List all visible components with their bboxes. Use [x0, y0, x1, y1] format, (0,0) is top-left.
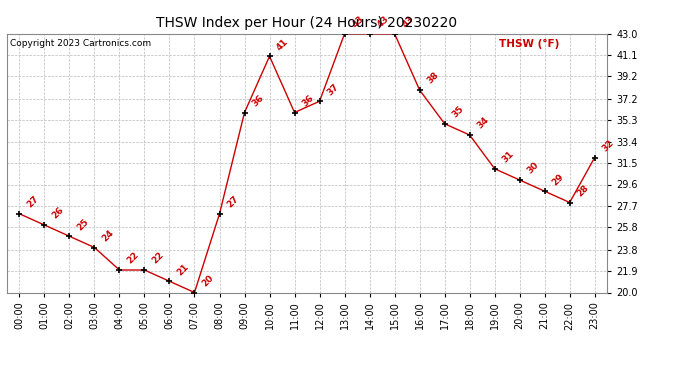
Text: 22: 22 — [125, 251, 140, 266]
Text: 37: 37 — [325, 82, 340, 97]
Text: Copyright 2023 Cartronics.com: Copyright 2023 Cartronics.com — [10, 39, 151, 48]
Text: 41: 41 — [275, 37, 290, 52]
Text: 43: 43 — [400, 14, 415, 30]
Text: 24: 24 — [100, 228, 115, 243]
Text: 43: 43 — [350, 14, 366, 30]
Text: 30: 30 — [525, 161, 540, 176]
Text: 35: 35 — [450, 104, 465, 120]
Text: THSW (°F): THSW (°F) — [499, 39, 560, 49]
Text: 26: 26 — [50, 206, 65, 221]
Text: 21: 21 — [175, 262, 190, 277]
Title: THSW Index per Hour (24 Hours) 20230220: THSW Index per Hour (24 Hours) 20230220 — [157, 16, 457, 30]
Text: 28: 28 — [575, 183, 591, 198]
Text: 32: 32 — [600, 138, 615, 153]
Text: 36: 36 — [250, 93, 265, 108]
Text: 31: 31 — [500, 149, 515, 165]
Text: 29: 29 — [550, 172, 566, 187]
Text: 27: 27 — [225, 194, 240, 210]
Text: 36: 36 — [300, 93, 315, 108]
Text: 43: 43 — [375, 14, 391, 30]
Text: 20: 20 — [200, 273, 215, 288]
Text: 22: 22 — [150, 251, 165, 266]
Text: 34: 34 — [475, 116, 491, 131]
Text: 27: 27 — [25, 194, 40, 210]
Text: 38: 38 — [425, 70, 440, 86]
Text: 25: 25 — [75, 217, 90, 232]
